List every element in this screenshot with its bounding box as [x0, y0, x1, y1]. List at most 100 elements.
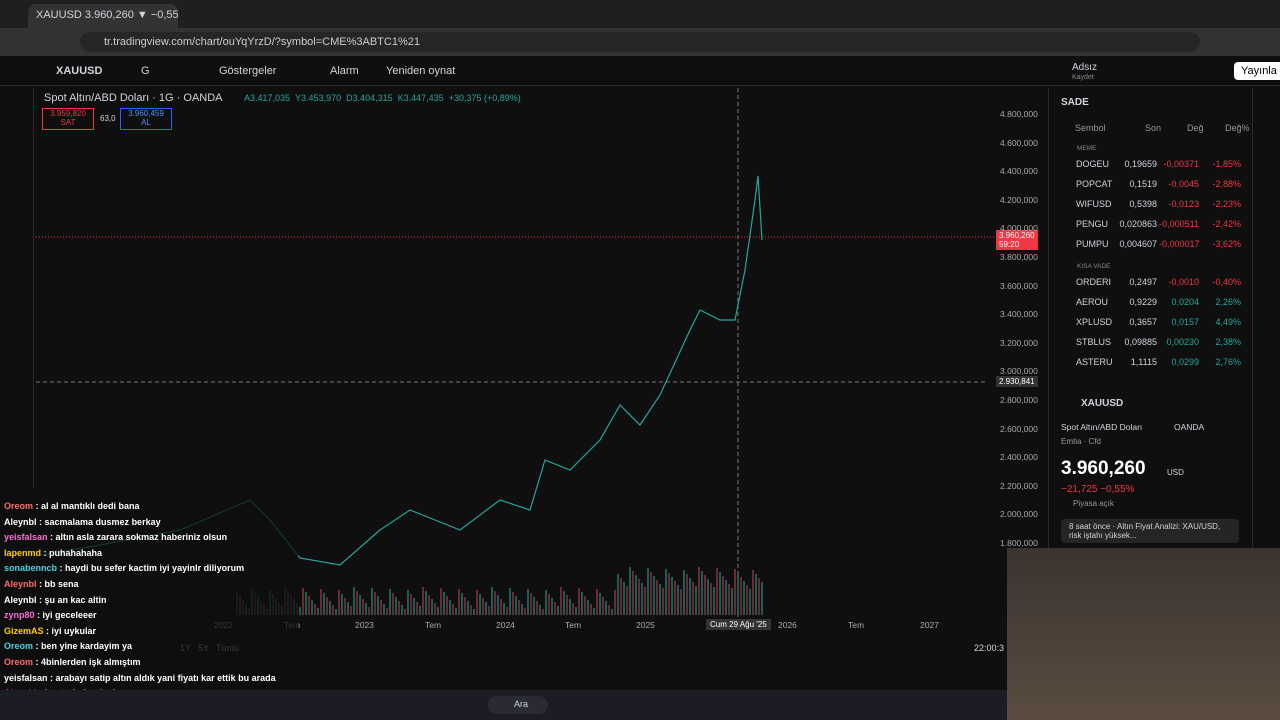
- chat-overlay: Oreom : al al mantıklı dedi bana Aleynbl …: [0, 495, 298, 720]
- volume-bar: [458, 589, 460, 615]
- taskbar: Ara: [0, 690, 1007, 720]
- watchlist-cell: 0,3657: [1129, 317, 1157, 327]
- time-axis-label: Tem: [425, 620, 442, 630]
- chat-user[interactable]: zynp80: [4, 610, 35, 621]
- ohlc-value: A3.417,035: [244, 93, 291, 103]
- chat-message: Aleynbl : şu an kac altin: [0, 595, 298, 611]
- volume-bar: [305, 592, 307, 615]
- watchlist-symbol[interactable]: ASTERU: [1076, 357, 1113, 367]
- category: Emtia · Cfd: [1061, 437, 1102, 446]
- interval[interactable]: G: [141, 65, 150, 77]
- volume-bar: [323, 593, 325, 615]
- volume-bar: [491, 587, 493, 615]
- watchlist-symbol[interactable]: DOGEU: [1076, 159, 1110, 169]
- watchlist-symbol[interactable]: POPCAT: [1076, 179, 1113, 189]
- buy-label: AL: [141, 118, 151, 127]
- chart-title: Spot Altın/ABD Doları · 1G · OANDA: [44, 92, 223, 104]
- price-axis-label: 1.800,000: [1000, 538, 1038, 548]
- chat-user[interactable]: Oreom: [4, 641, 34, 652]
- volume-bar: [560, 587, 562, 615]
- volume-bar: [578, 588, 580, 615]
- volume-bar: [566, 595, 568, 615]
- symbol[interactable]: XAUUSD: [56, 65, 103, 77]
- time-axis-label: 2026: [778, 620, 797, 630]
- watchlist-cell: -2,42%: [1212, 219, 1241, 229]
- volume-bar: [533, 597, 535, 615]
- volume-bar: [761, 582, 763, 615]
- chat-user[interactable]: Oreom: [4, 501, 34, 511]
- buy-button[interactable]: 3.960,459 AL: [120, 108, 172, 130]
- chat-user[interactable]: lapenmd: [4, 547, 42, 558]
- volume-bar: [602, 597, 604, 615]
- chat-message: lapenmd : puhahahaha: [0, 548, 298, 564]
- volume-bar: [686, 574, 688, 615]
- watchlist-symbol[interactable]: PUMPU: [1076, 239, 1109, 249]
- volume-bar: [356, 591, 358, 615]
- chat-text: altın asla zarara sokmaz haberiniz olsun: [55, 532, 228, 543]
- volume-bar: [611, 609, 613, 615]
- volume-bar: [620, 578, 622, 615]
- watchlist-symbol[interactable]: AEROU: [1076, 297, 1109, 307]
- watchlist-symbol[interactable]: WIFUSD: [1076, 199, 1112, 209]
- watchlist-symbol[interactable]: XPLUSD: [1076, 317, 1113, 327]
- chat-user[interactable]: GizemAS: [4, 625, 44, 636]
- volume-bar: [425, 591, 427, 615]
- volume-bar: [494, 591, 496, 615]
- volume-bar: [500, 599, 502, 615]
- watchlist-cell: 0,19659: [1124, 159, 1157, 169]
- volume-bar: [413, 598, 415, 615]
- volume-bar: [593, 608, 595, 615]
- volume-bar: [341, 594, 343, 615]
- watchlist-symbol[interactable]: STBLUS: [1076, 337, 1112, 347]
- indicators[interactable]: Göstergeler: [219, 65, 277, 77]
- watchlist-symbol[interactable]: ORDERI: [1076, 277, 1112, 287]
- volume-bar: [422, 587, 424, 615]
- chat-user[interactable]: Aleynbl: [4, 516, 37, 527]
- volume-bar: [392, 593, 394, 615]
- volume-bar: [737, 573, 739, 615]
- ohlc: A3.417,035 Y3.453,970 D3.404,315 K3.447,435…: [244, 93, 526, 103]
- section-header: KISA VADE: [1077, 263, 1111, 270]
- news[interactable]: 8 saat önce · Altın Fiyat Analizi: XAU/U…: [1061, 519, 1239, 543]
- chat-user[interactable]: Aleynbl: [4, 594, 37, 605]
- replay[interactable]: Yeniden oynat: [386, 65, 456, 77]
- watchlist-cell: -0,0045: [1168, 179, 1199, 189]
- url[interactable]: tr.tradingview.com/chart/ouYqYrzD/?symbo…: [80, 32, 1200, 52]
- volume-bar: [728, 584, 730, 615]
- volume-bar: [716, 568, 718, 615]
- volume-bar: [617, 574, 619, 615]
- volume-bar: [314, 604, 316, 615]
- watchlist-title[interactable]: SADE: [1061, 97, 1089, 108]
- volume-bar: [455, 608, 457, 615]
- taskbar-search[interactable]: Ara: [488, 696, 548, 714]
- browser-tab[interactable]: XAUUSD 3.960,260 ▼ −0,55%: [28, 4, 178, 28]
- watchlist-cell: 0,2497: [1129, 277, 1157, 287]
- volume: [236, 567, 763, 615]
- volume-bar: [650, 572, 652, 615]
- chat-user[interactable]: Oreom: [4, 657, 34, 667]
- chat-user[interactable]: yeisfalsan: [4, 672, 48, 683]
- price-axis-label: 3.800,000: [1000, 252, 1038, 262]
- chat-user[interactable]: Aleynbl: [4, 579, 37, 589]
- watchlist-cell: 2,76%: [1215, 357, 1241, 367]
- chat-text: puhahahaha: [49, 547, 103, 558]
- volume-bar: [719, 572, 721, 615]
- volume-bar: [332, 605, 334, 615]
- sell-button[interactable]: 3.959,820 SAT: [42, 108, 94, 130]
- user[interactable]: Adsız: [1072, 62, 1098, 73]
- volume-bar: [359, 595, 361, 615]
- chat-message: yeisfalsan : arabayı satip altın aldık y…: [0, 673, 298, 689]
- volume-bar: [659, 584, 661, 615]
- publish-button[interactable]: Yayınla: [1234, 62, 1280, 80]
- chat-user[interactable]: sonabenncb: [4, 563, 58, 574]
- volume-bar: [419, 606, 421, 615]
- chat-user[interactable]: yeisfalsan: [4, 532, 48, 543]
- alert[interactable]: Alarm: [330, 65, 359, 77]
- watchlist-symbol[interactable]: PENGU: [1076, 219, 1109, 229]
- time-axis-label: 2027: [920, 620, 939, 630]
- chat-separator: :: [41, 547, 50, 558]
- volume-bar: [746, 585, 748, 615]
- chat-message: Aleynbl : bb sena: [0, 579, 298, 595]
- volume-bar: [665, 569, 667, 615]
- section-header: MEME: [1077, 145, 1097, 152]
